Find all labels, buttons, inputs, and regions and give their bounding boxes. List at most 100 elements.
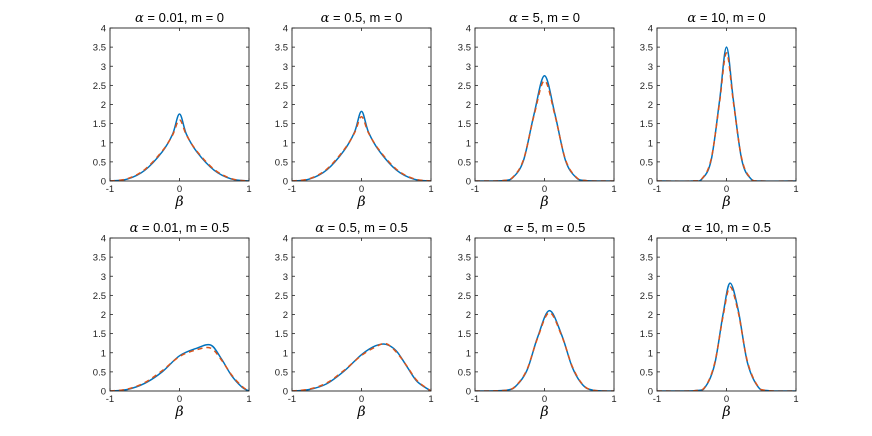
subplot-title: α = 5, m = 0.5 [504, 220, 586, 236]
y-tick-label: 4 [648, 234, 653, 245]
y-tick-label: 1.5 [640, 329, 653, 340]
y-tick-label: 1.5 [458, 329, 471, 340]
y-tick-label: 0.5 [458, 367, 471, 378]
subplot-title: α = 5, m = 0 [509, 10, 580, 26]
x-tick-label: 1 [611, 394, 616, 405]
y-tick-label: 2.5 [640, 81, 653, 92]
y-tick-label: 2 [466, 100, 471, 111]
y-tick-label: 0.5 [458, 157, 471, 168]
y-tick-label: 0.5 [275, 367, 288, 378]
y-tick-label: 2 [648, 310, 653, 321]
subplot-title: α = 0.01, m = 0 [135, 10, 224, 26]
y-tick-label: 3 [648, 62, 653, 73]
y-tick-label: 3.5 [458, 43, 471, 54]
y-tick-label: 0 [283, 387, 288, 398]
y-tick-label: 1 [466, 348, 471, 359]
y-tick-label: 0.5 [640, 157, 653, 168]
y-tick-label: 3 [101, 272, 106, 283]
x-tick-label: -1 [288, 184, 296, 195]
y-tick-label: 0 [101, 177, 106, 188]
series-solid-line [475, 75, 614, 181]
y-tick-label: 2 [101, 310, 106, 321]
x-tick-label: -1 [471, 394, 479, 405]
title-greek: α [135, 11, 144, 26]
y-tick-label: 3 [648, 272, 653, 283]
x-axis-label: β [356, 194, 365, 210]
y-tick-label: 1.5 [275, 329, 288, 340]
y-tick-label: 0 [101, 387, 106, 398]
subplot-7: α = 5, m = 0.500.511.522.533.54-1 0 1β [458, 220, 617, 420]
y-tick-label: 3.5 [640, 43, 653, 54]
x-tick-label: 0 [359, 394, 364, 405]
x-tick-label: 1 [793, 184, 798, 195]
series-solid-line [657, 46, 796, 181]
title-greek: α [682, 221, 691, 236]
subplot-1: α = 0.01, m = 000.511.522.533.54-1 0 1β [93, 10, 252, 210]
x-tick-label: -1 [288, 394, 296, 405]
series-dashed-line [292, 342, 431, 391]
axes-frame [474, 27, 615, 182]
subplot-title: α = 10, m = 0 [687, 10, 765, 26]
subplot-title: α = 0.5, m = 0 [321, 10, 403, 26]
x-tick-label: 0 [724, 184, 729, 195]
y-tick-label: 0.5 [93, 367, 106, 378]
x-tick-label: 0 [177, 184, 182, 195]
series-dashed-line [110, 346, 249, 391]
series-dashed-line [475, 80, 614, 181]
y-tick-label: 2 [101, 100, 106, 111]
y-tick-label: 1 [466, 138, 471, 149]
y-tick-label: 1.5 [93, 119, 106, 130]
y-tick-label: 3.5 [275, 253, 288, 264]
title-rest: = 0.01, m = 0 [144, 10, 224, 25]
y-tick-label: 2 [466, 310, 471, 321]
series-dashed-line [657, 286, 796, 391]
x-tick-label: -1 [106, 184, 114, 195]
y-tick-label: 4 [283, 24, 288, 35]
y-tick-label: 2 [648, 100, 653, 111]
axes-frame [656, 27, 797, 182]
series-solid-line [292, 110, 431, 181]
series-solid-line [110, 343, 249, 391]
y-tick-label: 4 [101, 234, 106, 245]
x-tick-label: 1 [246, 184, 251, 195]
y-tick-label: 3 [466, 272, 471, 283]
y-tick-label: 4 [466, 24, 471, 35]
y-tick-label: 2.5 [458, 291, 471, 302]
title-rest: = 0.5, m = 0 [329, 10, 402, 25]
title-greek: α [321, 11, 330, 26]
y-tick-label: 0.5 [93, 157, 106, 168]
axes-frame [291, 237, 432, 392]
x-tick-label: -1 [653, 184, 661, 195]
series-solid-line [292, 343, 431, 391]
series-dashed-line [110, 119, 249, 181]
series-solid-line [475, 309, 614, 391]
subplot-6: α = 0.5, m = 0.500.511.522.533.54-1 0 1β [275, 220, 434, 420]
x-tick-label: -1 [471, 184, 479, 195]
x-tick-label: 1 [428, 184, 433, 195]
y-tick-label: 0 [283, 177, 288, 188]
y-tick-label: 1 [101, 138, 106, 149]
y-tick-label: 3.5 [640, 253, 653, 264]
axes-frame [474, 237, 615, 392]
y-tick-label: 2.5 [93, 81, 106, 92]
y-tick-label: 1.5 [458, 119, 471, 130]
y-tick-label: 3.5 [458, 253, 471, 264]
title-rest: = 10, m = 0 [696, 10, 765, 25]
y-tick-label: 0.5 [275, 157, 288, 168]
y-tick-label: 1.5 [640, 119, 653, 130]
axes-frame [109, 27, 250, 182]
y-tick-label: 4 [648, 24, 653, 35]
y-tick-label: 2 [283, 100, 288, 111]
x-axis-label: β [356, 404, 365, 420]
subplot-3: α = 5, m = 000.511.522.533.54-1 0 1β [458, 10, 617, 210]
x-axis-label: β [539, 404, 548, 420]
subplot-title: α = 0.5, m = 0.5 [315, 220, 408, 236]
subplot-title: α = 10, m = 0.5 [682, 220, 771, 236]
x-tick-label: 1 [428, 394, 433, 405]
series-dashed-line [657, 52, 796, 181]
y-tick-label: 2.5 [640, 291, 653, 302]
y-tick-label: 3 [283, 62, 288, 73]
series-solid-line [110, 113, 249, 181]
subplot-8: α = 10, m = 0.500.511.522.533.54-1 0 1β [640, 220, 799, 420]
x-axis-label: β [721, 194, 730, 210]
